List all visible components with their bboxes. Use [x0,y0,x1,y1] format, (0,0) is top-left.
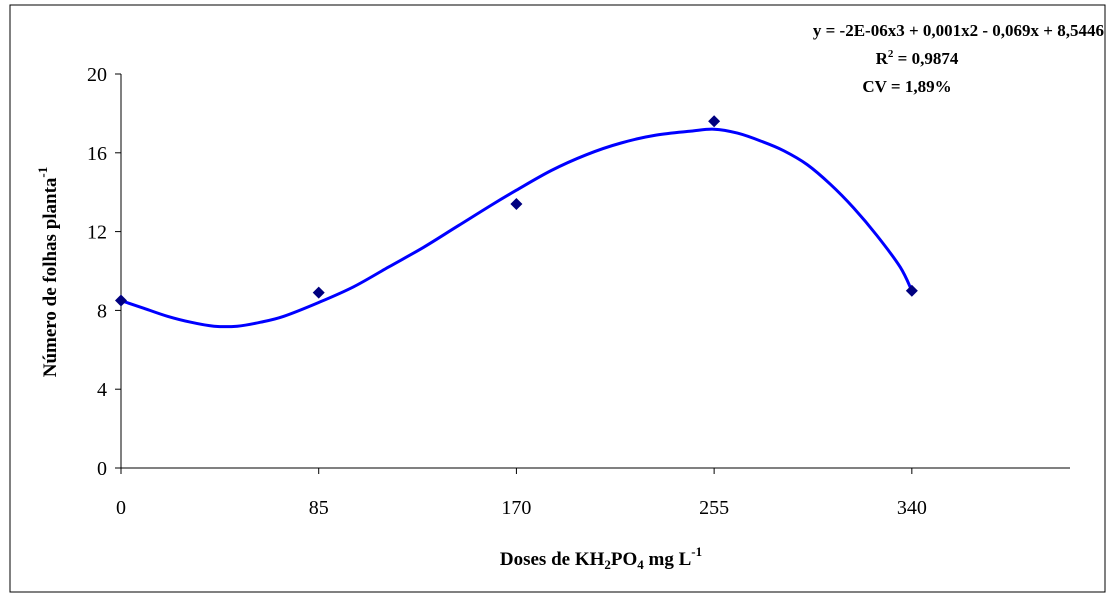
x-label-sub1: 2 [604,557,611,572]
chart-border [9,4,1106,593]
y-tick-label: 8 [97,300,107,322]
trendline-group [120,127,914,329]
x-label-sup: -1 [691,544,702,559]
x-tick-label: 340 [897,497,927,519]
r2-label: R2 = 0,9874 [876,48,959,68]
r2-label-value: = 0,9874 [893,49,958,68]
r2-label-sup: 2 [888,48,894,60]
x-ticks: 0 85 170 255 340 [116,468,927,519]
y-ticks: 0 4 8 12 16 20 [87,64,121,480]
x-tick-label: 255 [699,497,729,519]
y-tick-label: 0 [97,458,107,480]
y-tick-label: 16 [87,143,107,165]
x-tick-label: 0 [116,497,126,519]
x-label-sub2: 4 [637,557,644,572]
y-label-main: Número de folhas planta [40,177,61,377]
data-point [115,294,127,307]
x-label-prefix: Doses de KH [500,549,605,570]
x-axis-label: Doses de KH2PO4 mg L-1 [500,544,702,572]
cv-label: CV = 1,89% [862,77,951,96]
data-points [115,115,918,307]
y-axis-label: Número de folhas planta-1 [35,167,61,378]
equation-label: y = -2E-06x3 + 0,001x2 - 0,069x + 8,5446 [813,21,1104,40]
x-label-suffix: mg L [644,549,692,570]
y-label-sup: -1 [35,167,50,178]
data-point [905,284,918,297]
data-point [510,198,523,211]
y-tick-label: 20 [87,64,107,86]
x-tick-label: 85 [309,497,329,519]
x-tick-label: 170 [501,497,531,519]
data-point [708,115,721,128]
y-tick-label: 4 [97,379,107,401]
y-tick-label: 12 [87,222,107,244]
r2-label-r: R [876,49,889,68]
x-label-mid: PO [611,549,637,570]
trendline [120,127,914,329]
data-point [312,286,325,299]
